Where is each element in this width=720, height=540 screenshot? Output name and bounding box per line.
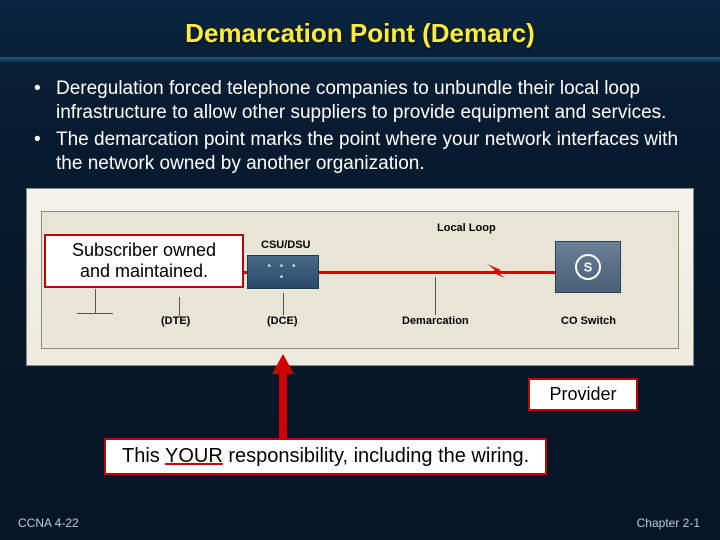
resp-suffix: responsibility, including the wiring. — [223, 445, 529, 467]
label-localloop: Local Loop — [437, 222, 496, 234]
callout-provider: Provider — [528, 378, 638, 411]
bullet-list: • Deregulation forced telephone companie… — [0, 77, 720, 176]
bullet-text: The demarcation point marks the point wh… — [56, 128, 692, 177]
bracket-line — [77, 313, 113, 314]
label-demarcation: Demarcation — [402, 315, 469, 327]
title-underline — [0, 57, 720, 63]
coswitch-icon: S — [555, 241, 621, 293]
bullet-item: • The demarcation point marks the point … — [34, 128, 692, 177]
bullet-dot-icon: • — [34, 128, 56, 177]
responsibility-callout: This YOUR responsibility, including the … — [104, 438, 547, 475]
callout-subscriber: Subscriber owned and maintained. — [44, 234, 244, 288]
coswitch-s-label: S — [584, 260, 593, 275]
slide-title: Demarcation Point (Demarc) — [0, 0, 720, 57]
csudsu-icon — [247, 255, 319, 289]
footer-left: CCNA 4-22 — [18, 516, 79, 530]
resp-prefix: This — [122, 445, 165, 467]
bullet-item: • Deregulation forced telephone companie… — [34, 77, 692, 126]
bracket-line — [283, 293, 284, 315]
bracket-line — [179, 297, 180, 317]
bracket-line — [95, 289, 96, 313]
bullet-text: Deregulation forced telephone companies … — [56, 77, 692, 126]
bullet-dot-icon: • — [34, 77, 56, 126]
label-dte: (DTE) — [161, 315, 190, 327]
resp-your: YOUR — [165, 445, 223, 467]
label-csudsu: CSU/DSU — [261, 239, 311, 251]
label-dce: (DCE) — [267, 315, 298, 327]
lightning-icon — [487, 262, 505, 280]
label-coswitch: CO Switch — [561, 315, 616, 327]
bracket-line — [435, 277, 436, 315]
footer-right: Chapter 2-1 — [637, 516, 700, 530]
connection-line — [319, 271, 555, 274]
